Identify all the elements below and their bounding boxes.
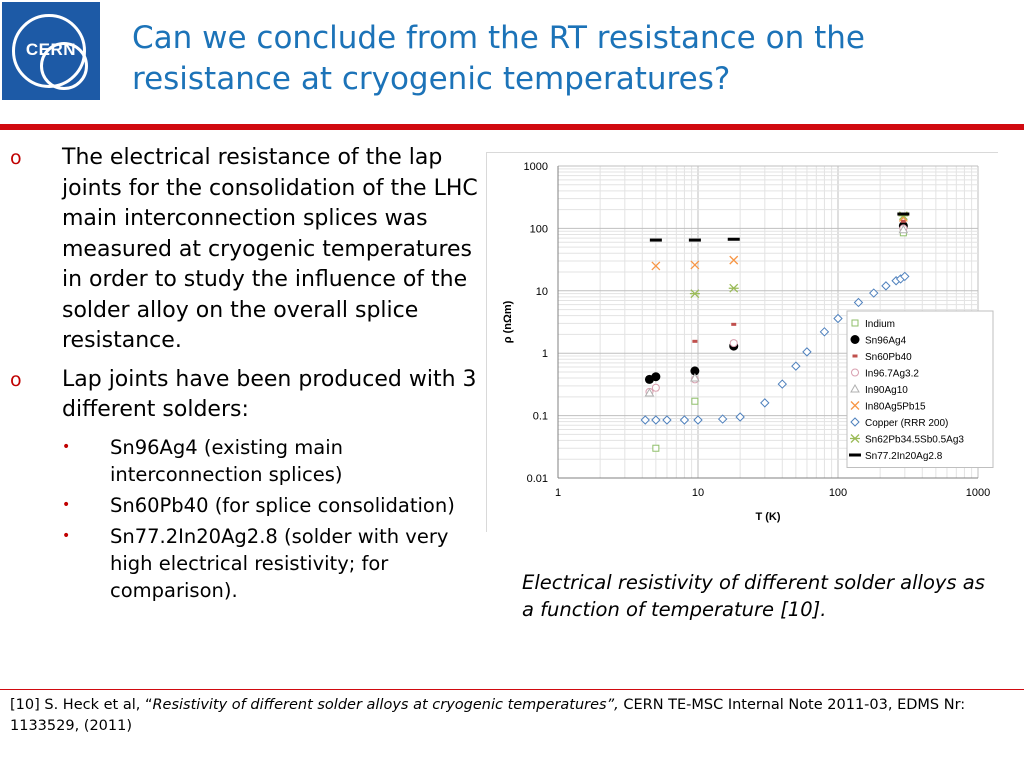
bullet-marker: o <box>10 368 22 391</box>
y-tick-label: 1 <box>542 348 548 360</box>
y-tick-label: 100 <box>530 223 548 235</box>
legend-marker <box>850 383 860 393</box>
footnote-suffix: CERN TE-MSC Internal Note 2011-03, EDMS … <box>10 697 966 734</box>
logo-text: CERN <box>25 40 77 59</box>
legend-marker <box>850 417 860 427</box>
chart-svg: 1 10 100 1000 1000 100 10 1 0.1 0.01 T (K) ρ (nΩm) I… <box>502 161 994 523</box>
legend-label: Sn96Ag4 <box>865 336 907 347</box>
data-point <box>679 415 690 425</box>
data-point <box>692 339 698 343</box>
data-point <box>881 281 891 291</box>
legend-label: In80Ag5Pb15 <box>865 402 926 413</box>
data-point <box>869 288 879 298</box>
legend-marker <box>851 319 859 327</box>
logo-ring-small <box>40 42 88 90</box>
footnote-prefix: [10] S. Heck et al, “ <box>10 697 153 713</box>
data-point <box>693 415 703 425</box>
data-point <box>651 372 661 382</box>
footer-divider <box>0 689 1024 690</box>
y-tick-label: 10 <box>536 286 548 298</box>
x-tick-label: 1 <box>555 487 561 499</box>
legend-label: Indium <box>865 319 895 330</box>
sub-bullet-text: Sn77.2In20Ag2.8 (solder with very high e… <box>110 524 449 602</box>
legend-label: In90Ag10 <box>865 385 908 396</box>
data-point <box>651 415 661 425</box>
footnote-title: Resistivity of different solder alloys a… <box>152 697 619 713</box>
sub-bullet-text: Sn60Pb40 (for splice consolidation) <box>110 493 455 517</box>
data-point <box>731 322 737 326</box>
data-point <box>729 255 739 265</box>
y-tick-label: 0.1 <box>533 411 548 423</box>
data-point <box>760 398 770 408</box>
data-point <box>897 212 910 216</box>
legend-marker <box>852 354 858 358</box>
data-point <box>853 297 864 308</box>
sub-bullet-marker: • <box>62 527 71 544</box>
y-tick-label: 1000 <box>524 161 548 173</box>
data-point <box>802 347 812 357</box>
legend-label: Sn62Pb34.5Sb0.5Ag3 <box>865 435 964 446</box>
resistivity-chart: 1 10 100 1000 1000 100 10 1 0.1 0.01 T (K) ρ (nΩm) I… <box>486 152 998 532</box>
data-point <box>898 224 909 234</box>
x-tick-label: 1000 <box>966 487 990 499</box>
x-axis-label: T (K) <box>755 511 780 523</box>
cern-logo: CERN <box>2 2 100 100</box>
bullet-item: o Lap joints have been produced with 3 d… <box>10 365 488 426</box>
x-tick-label: 10 <box>692 487 704 499</box>
sub-bullet-item: • Sn60Pb40 (for splice consolidation) <box>10 492 488 519</box>
data-point <box>729 339 738 348</box>
slide-title: Can we conclude from the RT resistance o… <box>132 20 865 97</box>
data-point <box>727 237 740 241</box>
data-point <box>640 415 650 425</box>
legend-marker <box>850 335 860 344</box>
data-point <box>717 414 728 424</box>
legend-marker <box>849 453 861 457</box>
bullet-text: Lap joints have been produced with 3 dif… <box>62 366 477 423</box>
data-point <box>819 327 830 337</box>
data-point <box>728 283 739 293</box>
data-point <box>735 412 745 422</box>
bullet-marker: o <box>10 147 22 169</box>
legend-label: Sn60Pb40 <box>865 352 912 363</box>
legend-marker <box>850 401 860 410</box>
sub-bullet-item: • Sn77.2In20Ag2.8 (solder with very high… <box>10 523 488 604</box>
title-divider <box>0 124 1024 130</box>
bullet-text: The electrical resistance of the lap joi… <box>62 145 478 353</box>
legend-marker <box>850 434 860 443</box>
data-point <box>691 397 699 405</box>
sub-bullet-text: Sn96Ag4 (existing main interconnection s… <box>110 435 343 486</box>
data-point <box>690 260 700 270</box>
data-point <box>690 366 700 376</box>
legend-marker <box>851 368 859 377</box>
bullet-item: o The electrical resistance of the lap j… <box>10 143 488 357</box>
x-tick-label: 100 <box>829 487 847 499</box>
data-point <box>690 373 700 382</box>
legend-label: In96.7Ag3.2 <box>865 369 919 380</box>
data-point <box>662 415 672 425</box>
data-point <box>791 361 801 371</box>
data-point <box>649 238 662 242</box>
y-tick-label: 0.01 <box>527 473 548 485</box>
data-point <box>651 261 661 271</box>
sub-bullet-item: • Sn96Ag4 (existing main interconnection… <box>10 434 488 488</box>
sub-bullet-marker: • <box>62 438 71 455</box>
reference-footnote: [10] S. Heck et al, “Resistivity of diff… <box>10 695 1010 737</box>
data-point <box>777 379 787 389</box>
data-point <box>689 289 700 299</box>
bullet-list: o The electrical resistance of the lap j… <box>10 143 488 608</box>
data-point <box>900 271 910 282</box>
logo-ring <box>12 14 86 88</box>
legend-label: Sn77.2In20Ag2.8 <box>865 451 943 462</box>
legend-label: Copper (RRR 200) <box>865 418 948 429</box>
data-point <box>688 238 701 242</box>
legend-box <box>846 310 994 468</box>
data-point <box>900 219 906 223</box>
data-point <box>833 313 843 324</box>
y-axis-label: ρ (nΩm) <box>502 300 514 343</box>
figure-caption: Electrical resistivity of different sold… <box>522 571 985 621</box>
data-point <box>651 383 660 392</box>
data-point <box>652 444 660 452</box>
sub-bullet-marker: • <box>62 496 71 513</box>
data-point <box>644 388 655 397</box>
